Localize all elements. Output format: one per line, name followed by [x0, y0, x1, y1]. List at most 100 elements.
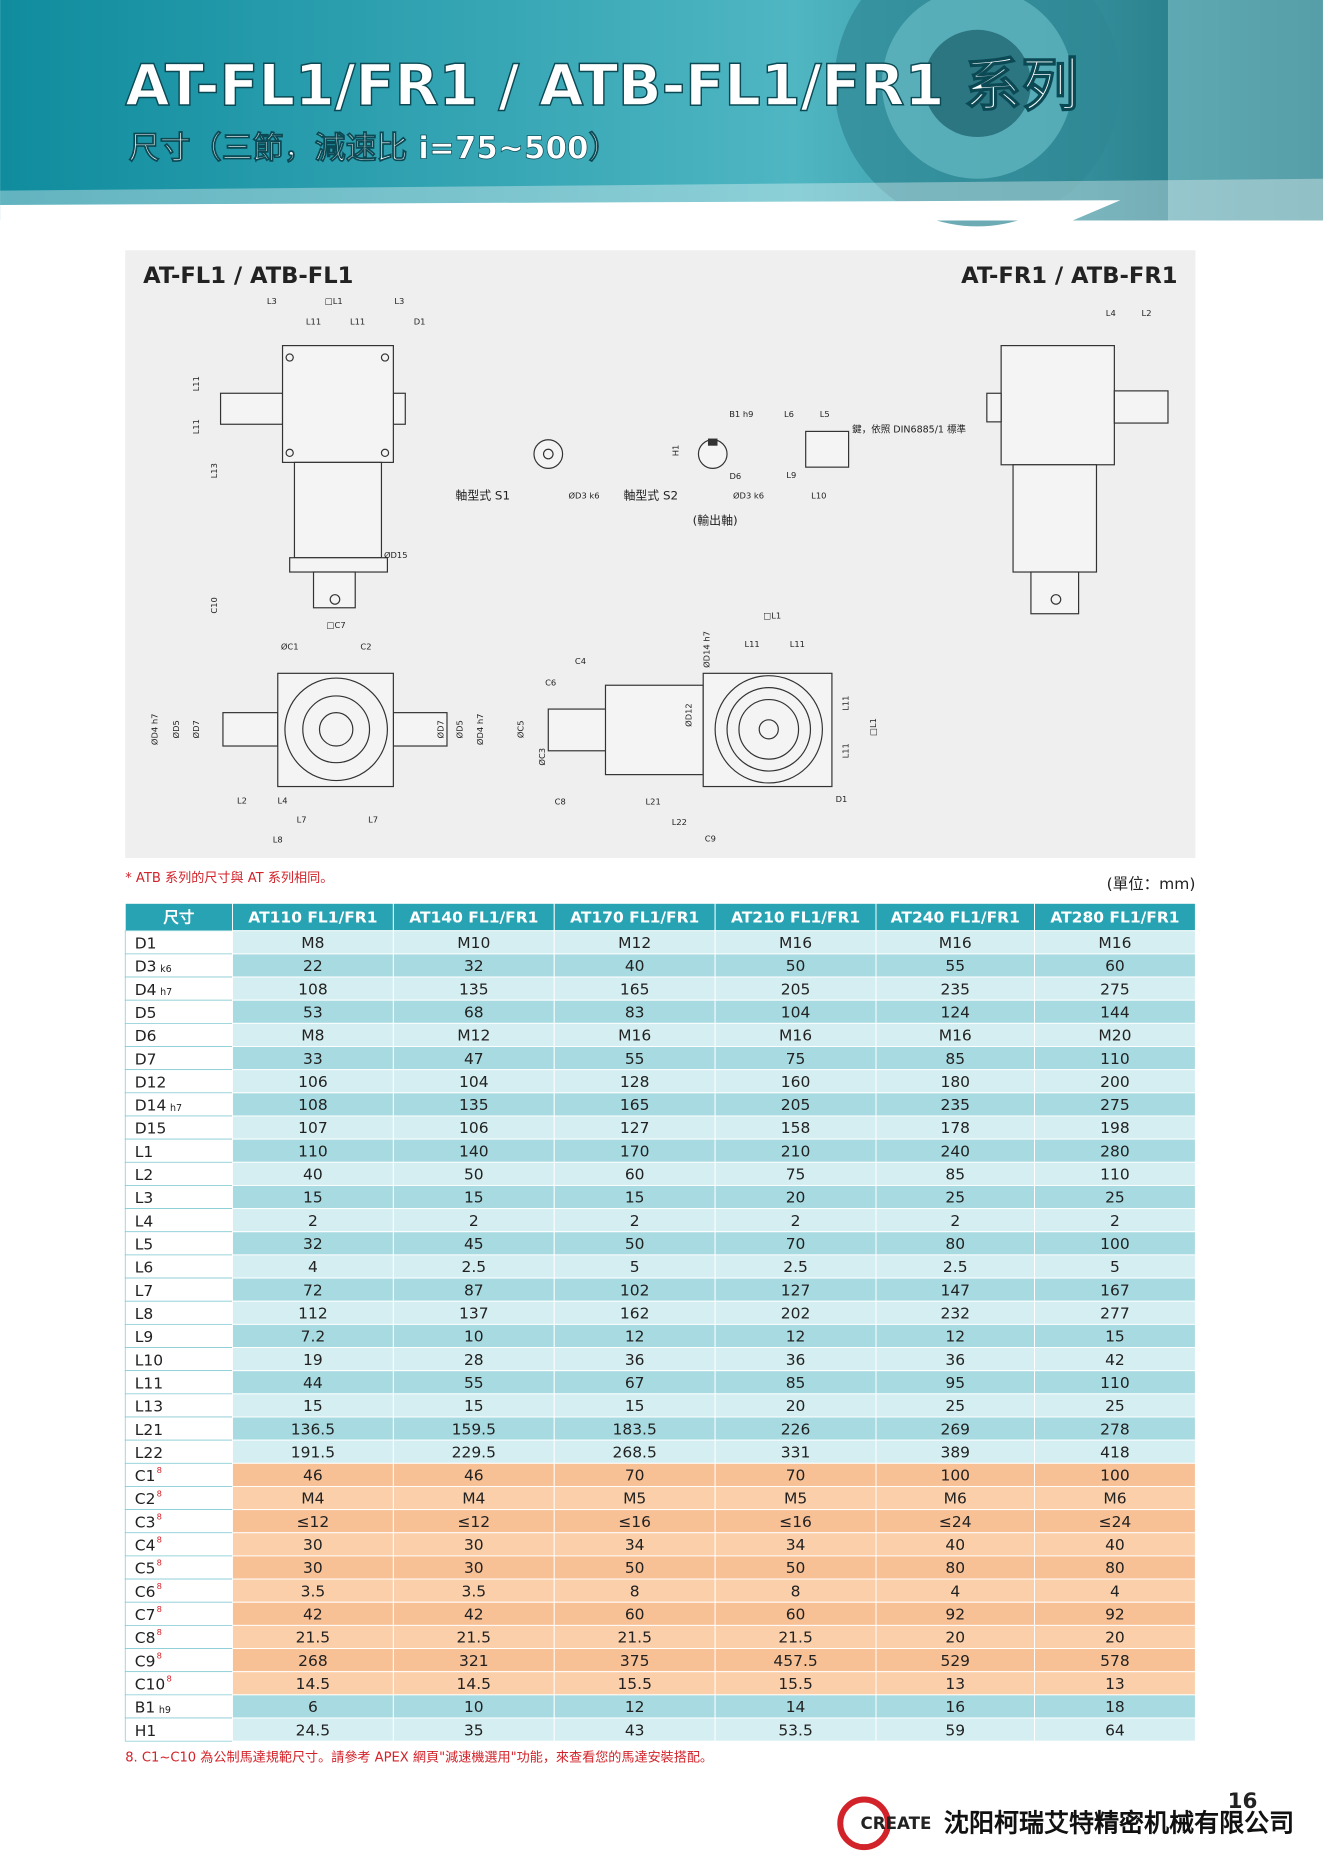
- header-text: AT140 FL1/FR1: [409, 909, 538, 927]
- dimension-label: L7: [368, 814, 378, 824]
- cell-text: 34: [625, 1536, 645, 1554]
- row-label-name: C8: [135, 1629, 156, 1647]
- dimension-label: C8: [555, 797, 566, 807]
- row-label-name: C10: [135, 1675, 166, 1693]
- cell-text: M20: [1098, 1027, 1131, 1045]
- cell-text: 75: [786, 1166, 806, 1184]
- cell-text: 159.5: [452, 1420, 496, 1438]
- row-label: B1 h9: [135, 1698, 171, 1716]
- dimension-label: L5: [820, 409, 830, 419]
- row-label: H1: [135, 1721, 157, 1739]
- row-label: L2: [135, 1166, 153, 1184]
- cell-text: 235: [940, 980, 970, 998]
- row-label: D4 h7: [135, 980, 172, 998]
- row-label: L13: [135, 1397, 163, 1415]
- cell-text: 70: [786, 1467, 806, 1485]
- cell-text: 47: [464, 1050, 484, 1068]
- dimension-label: ØD4 h7: [475, 714, 485, 745]
- cell-text: 278: [1100, 1420, 1130, 1438]
- dimension-label: C6: [545, 677, 556, 687]
- cell-text: 2: [791, 1212, 801, 1230]
- cell-text: 30: [303, 1559, 323, 1577]
- cell-text: 40: [303, 1166, 323, 1184]
- row-label-name: D6: [135, 1027, 157, 1045]
- logo: CREATE: [861, 1814, 932, 1833]
- cell-text: 108: [298, 1096, 328, 1114]
- cell-text: 127: [781, 1281, 811, 1299]
- cell-text: 232: [940, 1304, 970, 1322]
- cell-text: 12: [945, 1328, 965, 1346]
- dimension-label: ØC3: [537, 748, 547, 766]
- row-label: L1: [135, 1142, 153, 1160]
- cell-text: 72: [303, 1281, 323, 1299]
- note: * ATB 系列的尺寸與 AT 系列相同。: [125, 870, 333, 886]
- cell-text: 40: [625, 957, 645, 975]
- cell-text: M5: [784, 1490, 807, 1508]
- cell-text: 43: [625, 1721, 645, 1739]
- cell-text: M6: [1103, 1490, 1126, 1508]
- row-label-name: L13: [135, 1397, 163, 1415]
- dimension-label: L2: [237, 795, 247, 805]
- banner: [0, 0, 1323, 227]
- header-cell: [553, 902, 716, 932]
- cell-text: 268: [298, 1652, 328, 1670]
- row-label: L3: [135, 1189, 153, 1207]
- cell-text: 44: [303, 1374, 323, 1392]
- cell-text: 50: [625, 1559, 645, 1577]
- cell-text: M16: [779, 1027, 812, 1045]
- cell-text: ≤12: [297, 1513, 330, 1531]
- drawing-note: 軸型式 S2: [623, 488, 678, 502]
- cell-text: 83: [625, 1003, 645, 1021]
- cell-text: M8: [301, 934, 324, 952]
- row-label-name: L1: [135, 1142, 153, 1160]
- cell-text: 80: [945, 1235, 965, 1253]
- row-label-name: C5: [135, 1559, 156, 1577]
- cell-text: M5: [623, 1490, 646, 1508]
- dimension-label: D1: [836, 794, 848, 804]
- cell-text: 280: [1100, 1142, 1130, 1160]
- row-label-name: L9: [135, 1328, 153, 1346]
- cell-text: 457.5: [773, 1652, 817, 1670]
- cell-text: 92: [945, 1606, 965, 1624]
- cell-text: 135: [459, 980, 489, 998]
- cell-text: 14.5: [296, 1675, 330, 1693]
- cell-text: 80: [945, 1559, 965, 1577]
- cell-text: 55: [625, 1050, 645, 1068]
- cell-text: 60: [625, 1606, 645, 1624]
- cell-text: 200: [1100, 1073, 1130, 1091]
- cell-text: 14.5: [457, 1675, 491, 1693]
- row-label: D15: [135, 1119, 167, 1137]
- cell-text: M4: [301, 1490, 324, 1508]
- row-label: C68: [135, 1580, 162, 1600]
- cell-text: 92: [1105, 1606, 1125, 1624]
- dimension-label: L3: [394, 296, 404, 306]
- cell-text: 110: [1100, 1374, 1130, 1392]
- cell-text: 15.5: [778, 1675, 812, 1693]
- row-label: D5: [135, 1003, 157, 1021]
- row-label-note: 8: [166, 1673, 171, 1683]
- cell-text: 2.5: [783, 1258, 808, 1276]
- cell-text: 34: [786, 1536, 806, 1554]
- cell-text: 277: [1100, 1304, 1130, 1322]
- dimension-label: L3: [267, 296, 277, 306]
- cell-text: M16: [939, 1027, 972, 1045]
- footnote: 8. C1~C10 為公制馬達規範尺寸。請參考 APEX 網頁"減速機選用"功能…: [125, 1748, 713, 1765]
- cell-text: 59: [945, 1721, 965, 1739]
- row-label: D7: [135, 1050, 157, 1068]
- cell-text: 136.5: [291, 1420, 335, 1438]
- cell-text: 16: [945, 1698, 965, 1716]
- header-cell: [875, 902, 1035, 932]
- cell-text: 162: [620, 1304, 650, 1322]
- page-number: 16: [1228, 1789, 1258, 1814]
- cell-text: 25: [945, 1189, 965, 1207]
- cell-text: 32: [303, 1235, 323, 1253]
- cell-text: 10: [464, 1698, 484, 1716]
- dimension-label: H1: [670, 445, 680, 457]
- cell-text: 68: [464, 1003, 484, 1021]
- cell-text: 167: [1100, 1281, 1130, 1299]
- cell-text: 4: [308, 1258, 318, 1276]
- cell-text: 53: [303, 1003, 323, 1021]
- drawing-note: 軸型式 S1: [455, 488, 510, 502]
- cell-text: 165: [620, 1096, 650, 1114]
- cell-text: 19: [303, 1351, 323, 1369]
